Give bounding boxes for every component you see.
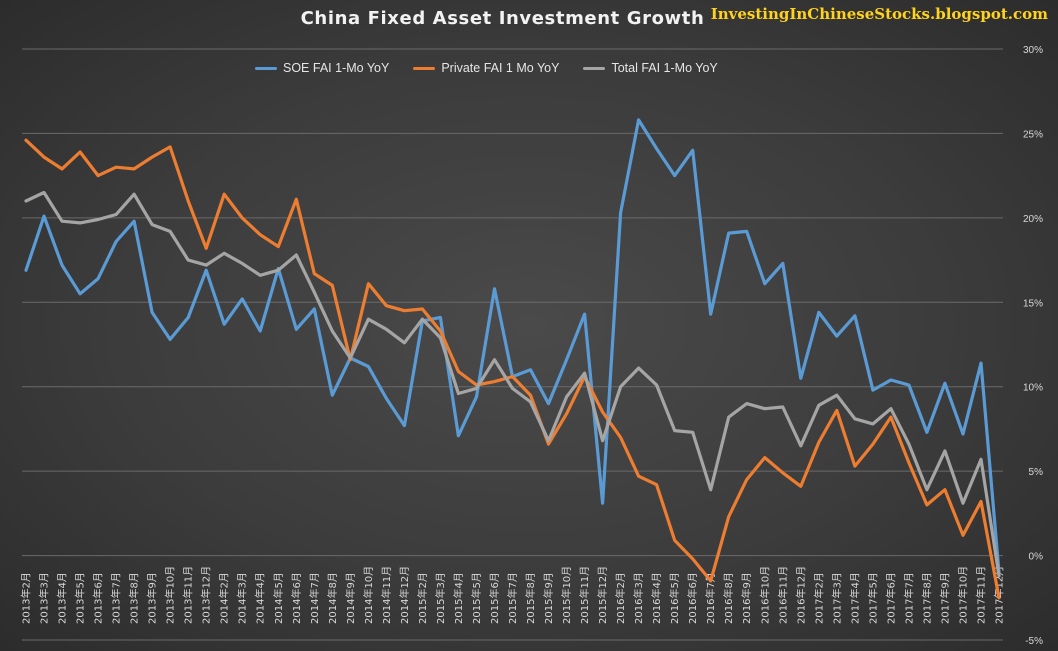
- x-tick-label: 2013年12月: [200, 566, 213, 624]
- x-tick-label: 2017年3月: [830, 572, 843, 624]
- y-tick-label: 30%: [1023, 45, 1043, 56]
- x-tick-label: 2017年8月: [920, 572, 933, 624]
- x-tick-label: 2016年2月: [614, 572, 627, 624]
- x-tick-label: 2015年12月: [596, 566, 609, 624]
- x-tick-label: 2013年4月: [56, 572, 69, 624]
- x-tick-label: 2014年12月: [398, 566, 411, 624]
- series-line-total: [24, 190, 1001, 578]
- x-tick-label: 2017年6月: [884, 572, 897, 624]
- x-tick-label: 2017年4月: [848, 572, 861, 624]
- x-tick-label: 2017年7月: [902, 572, 915, 624]
- x-tick-label: 2014年3月: [236, 572, 249, 624]
- legend-label-soe: SOE FAI 1-Mo YoY: [283, 61, 390, 75]
- x-tick-label: 2014年7月: [308, 572, 321, 624]
- x-tick-label: 2013年3月: [38, 572, 51, 624]
- series-lines: [24, 118, 1001, 600]
- x-tick-label: 2014年6月: [290, 572, 303, 624]
- legend-item-soe: SOE FAI 1-Mo YoY: [255, 61, 389, 75]
- x-tick-label: 2017年9月: [938, 572, 951, 624]
- legend-swatch-soe: [255, 66, 277, 70]
- series-line-private: [24, 138, 1001, 600]
- legend-swatch-total: [583, 66, 606, 70]
- watermark: InvestingInChineseStocks.blogspot.com: [710, 5, 1048, 23]
- x-tick-label: 2015年2月: [416, 572, 429, 624]
- x-tick-label: 2015年11月: [578, 566, 591, 624]
- x-tick-label: 2017年5月: [866, 572, 879, 624]
- x-axis-ticks: 2013年2月 2013年3月 2013年4月 2013年5月 2013年6月 2013年…: [20, 566, 1006, 624]
- legend-label-private: Private FAI 1 Mo YoY: [441, 61, 560, 75]
- x-tick-label: 2016年6月: [686, 572, 699, 624]
- x-tick-label: 2014年2月: [218, 572, 231, 624]
- x-tick-label: 2015年4月: [452, 572, 465, 624]
- chart-title: China Fixed Asset Investment Growth: [300, 8, 705, 29]
- y-tick-label: 15%: [1023, 298, 1043, 309]
- legend-swatch-private: [413, 66, 436, 70]
- x-tick-label: 2013年5月: [74, 572, 87, 624]
- y-tick-label: 10%: [1023, 383, 1043, 394]
- x-tick-label: 2016年7月: [704, 572, 717, 624]
- x-tick-label: 2014年5月: [272, 572, 285, 624]
- x-tick-label: 2016年9月: [740, 572, 753, 624]
- x-tick-label: 2017年2月: [812, 572, 825, 624]
- x-tick-label: 2017年10月: [956, 566, 969, 624]
- x-tick-label: 2014年8月: [326, 572, 339, 624]
- x-tick-label: 2016年11月: [776, 566, 789, 624]
- legend: SOE FAI 1-Mo YoY Private FAI 1 Mo YoY To…: [255, 61, 718, 75]
- x-tick-label: 2014年11月: [380, 566, 393, 624]
- x-tick-label: 2015年9月: [542, 572, 555, 624]
- x-tick-label: 2014年9月: [344, 572, 357, 624]
- x-tick-label: 2013年11月: [182, 566, 195, 624]
- x-tick-label: 2015年10月: [560, 566, 573, 624]
- x-tick-label: 2015年5月: [470, 572, 483, 624]
- gridlines: [22, 48, 1003, 641]
- x-tick-label: 2014年10月: [362, 566, 375, 624]
- y-axis-ticks: -5% 0% 5% 10% 15% 20% 25% 30%: [1023, 45, 1043, 647]
- legend-item-private: Private FAI 1 Mo YoY: [413, 61, 559, 75]
- series-line-soe: [24, 118, 1001, 575]
- x-tick-label: 2016年12月: [794, 566, 807, 624]
- x-tick-label: 2013年10月: [164, 566, 177, 624]
- x-tick-label: 2014年4月: [254, 572, 267, 624]
- x-tick-label: 2013年6月: [92, 572, 105, 624]
- x-tick-label: 2016年5月: [668, 572, 681, 624]
- x-tick-label: 2016年10月: [758, 566, 771, 624]
- y-tick-label: 0%: [1029, 552, 1044, 563]
- x-tick-label: 2015年7月: [506, 572, 519, 624]
- x-tick-label: 2016年4月: [650, 572, 663, 624]
- x-tick-label: 2015年6月: [488, 572, 501, 624]
- y-tick-label: 20%: [1023, 214, 1043, 225]
- x-tick-label: 2013年2月: [20, 572, 33, 624]
- legend-item-total: Total FAI 1-Mo YoY: [583, 61, 718, 75]
- y-tick-label: 25%: [1023, 129, 1043, 140]
- x-tick-label: 2015年3月: [434, 572, 447, 624]
- x-tick-label: 2013年7月: [110, 572, 123, 624]
- x-tick-label: 2017年11月: [974, 566, 987, 624]
- legend-label-total: Total FAI 1-Mo YoY: [611, 61, 718, 75]
- y-tick-label: -5%: [1025, 636, 1043, 647]
- x-tick-label: 2013年8月: [128, 572, 141, 624]
- x-tick-label: 2016年3月: [632, 572, 645, 624]
- x-tick-label: 2016年8月: [722, 572, 735, 624]
- y-tick-label: 5%: [1029, 467, 1044, 478]
- x-tick-label: 2015年8月: [524, 572, 537, 624]
- x-tick-label: 2013年9月: [146, 572, 159, 624]
